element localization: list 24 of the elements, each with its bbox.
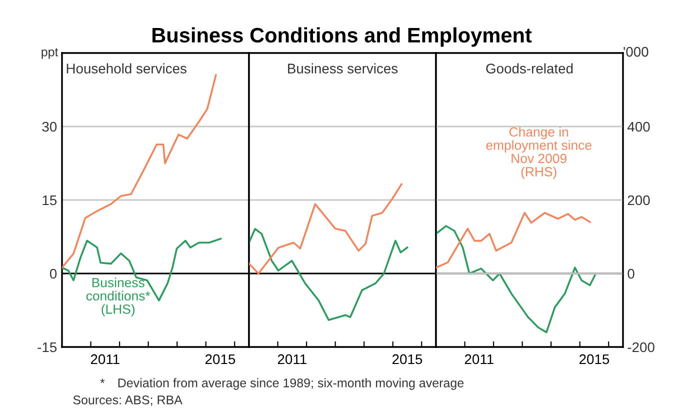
text: Goods-related bbox=[486, 63, 573, 74]
y-tick-label: -15 bbox=[38, 342, 57, 352]
y2-tick-label: 400 bbox=[627, 122, 650, 132]
y-tick-label: 0 bbox=[50, 268, 57, 279]
source-note: Sources: ABS; RBA bbox=[73, 396, 182, 406]
y-tick-label: 30 bbox=[42, 122, 57, 132]
text: Household services bbox=[66, 63, 186, 74]
text: Change in employment since Nov 2009 (RHS) bbox=[486, 126, 592, 179]
y2-tick-label: -200 bbox=[628, 342, 654, 352]
x-tick-label: 2011 bbox=[90, 354, 120, 364]
series-label: Business conditions* (LHS) bbox=[86, 278, 150, 316]
text: Business services bbox=[288, 63, 398, 74]
x-tick-label: 2015 bbox=[205, 354, 236, 364]
y2-tick-label: 0 bbox=[628, 268, 634, 279]
x-tick-label: 2015 bbox=[579, 354, 610, 364]
x-tick-label: 2011 bbox=[278, 354, 306, 364]
text: * Deviation from average since 1989; six-month moving average bbox=[100, 378, 464, 390]
x-tick-label: 2015 bbox=[392, 354, 422, 364]
x-tick-label: 2011 bbox=[464, 354, 494, 364]
y2-tick-label: 200 bbox=[628, 195, 650, 206]
text: Business Conditions and Employment bbox=[152, 27, 532, 47]
y2-axis-title: '000 bbox=[624, 46, 648, 57]
y-tick-label: 15 bbox=[42, 195, 57, 206]
y-axis-title: ppt bbox=[42, 48, 58, 59]
